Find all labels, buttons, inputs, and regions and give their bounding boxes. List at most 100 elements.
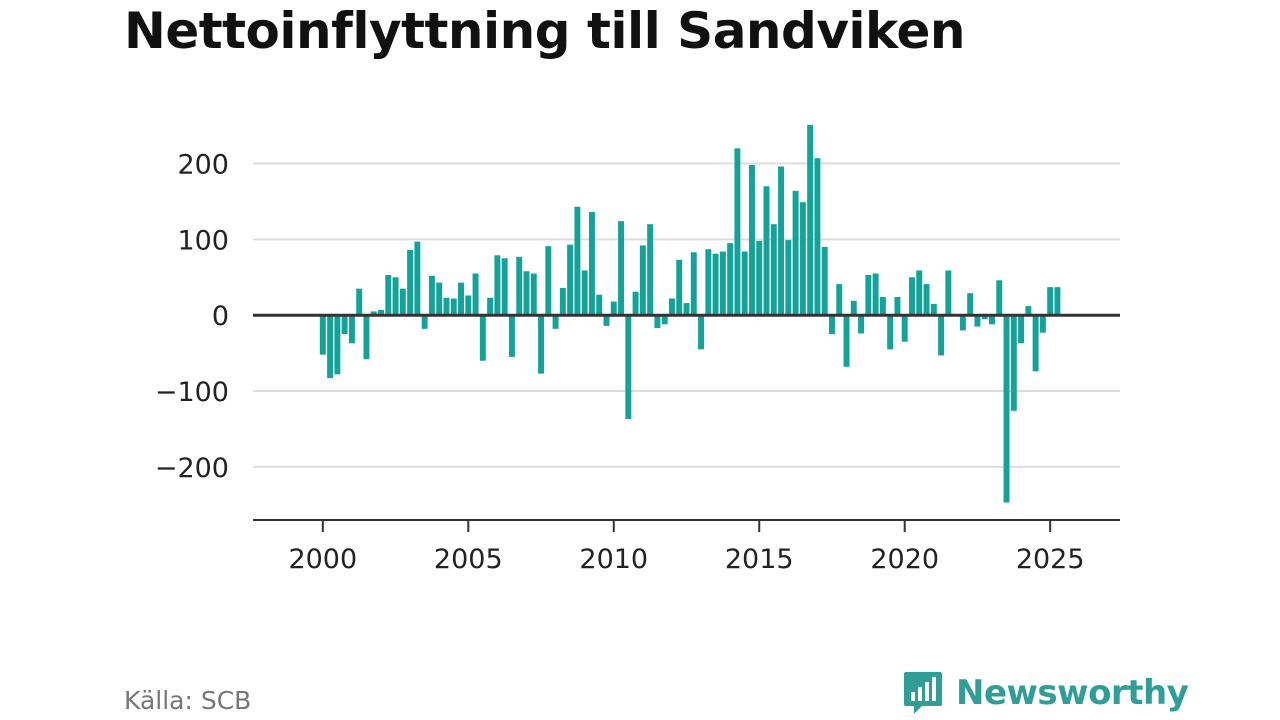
- bar: [916, 270, 923, 316]
- bar: [756, 240, 763, 316]
- bar: [567, 244, 574, 316]
- bar: [1010, 315, 1017, 411]
- brand-name: Newsworthy: [956, 673, 1189, 713]
- bar: [421, 315, 428, 329]
- bar: [603, 315, 610, 326]
- bar: [334, 315, 341, 375]
- bar: [894, 297, 901, 316]
- bar: [378, 309, 384, 316]
- bar: [959, 315, 966, 331]
- bar: [930, 303, 937, 316]
- bar: [734, 148, 741, 316]
- bar: [443, 297, 450, 316]
- bar: [908, 277, 915, 316]
- bar: [727, 243, 734, 316]
- bar: [705, 249, 712, 316]
- bar: [865, 275, 872, 316]
- x-tick-label: 2025: [1016, 544, 1085, 575]
- bar: [574, 206, 581, 316]
- bar: [1025, 306, 1032, 316]
- bar: [392, 277, 399, 316]
- bar: [741, 251, 748, 316]
- x-tick-label: 2015: [725, 544, 794, 575]
- bar: [581, 270, 588, 316]
- bar: [472, 273, 479, 316]
- x-axis-ticks: [321, 520, 1052, 532]
- bar: [385, 275, 392, 316]
- bar: [523, 271, 530, 316]
- bar: [748, 165, 755, 316]
- bar: [356, 288, 363, 316]
- bar: [501, 258, 508, 316]
- bar: [363, 315, 370, 360]
- bar: [945, 270, 952, 316]
- bar: [923, 284, 930, 316]
- bar: [974, 315, 981, 327]
- bar: [479, 315, 486, 361]
- bar: [1018, 315, 1025, 344]
- y-tick-label: 0: [212, 301, 229, 332]
- bar: [428, 275, 435, 316]
- bar: [407, 249, 414, 316]
- bar: [938, 315, 945, 356]
- bar: [632, 291, 639, 316]
- y-tick-label: 200: [177, 150, 229, 181]
- bar: [821, 246, 828, 316]
- bar: [850, 300, 857, 316]
- bar: [807, 124, 814, 316]
- bar: [683, 303, 690, 316]
- bar: [538, 315, 545, 374]
- bar: [778, 166, 785, 316]
- bar: [494, 255, 501, 316]
- bar: [792, 190, 799, 316]
- gridlines: [253, 162, 1120, 468]
- x-axis-labels: 2000 2005 2010 2015 2020 2025: [288, 544, 1084, 575]
- bar: [879, 297, 886, 316]
- bar: [552, 315, 559, 329]
- bar: [981, 315, 988, 319]
- x-tick-label: 2005: [434, 544, 503, 575]
- bar: [348, 315, 355, 344]
- bar: [661, 315, 668, 325]
- bar: [836, 284, 843, 316]
- bar: [698, 315, 705, 350]
- bar: [458, 282, 465, 316]
- bar: [625, 315, 632, 420]
- bar: [690, 252, 697, 316]
- bar: [545, 246, 552, 316]
- bar: [828, 315, 835, 335]
- bar: [647, 224, 654, 316]
- bar: [1054, 287, 1061, 316]
- bar: [668, 298, 675, 316]
- bar: [530, 273, 537, 316]
- bar: [370, 311, 377, 316]
- bar: [1003, 315, 1010, 503]
- y-axis-labels: 200 100 0 −100 −200: [155, 150, 229, 484]
- source-note: Källa: SCB: [124, 686, 252, 715]
- bar: [814, 158, 821, 316]
- bar: [799, 202, 806, 316]
- bar: [596, 294, 603, 316]
- bar: [487, 297, 494, 316]
- bar: [319, 315, 326, 355]
- bar: [901, 315, 908, 342]
- bar: [858, 315, 865, 334]
- bar: [341, 315, 348, 335]
- y-tick-label: −100: [155, 377, 229, 408]
- x-tick-label: 2010: [579, 544, 648, 575]
- bar: [770, 224, 777, 316]
- y-tick-label: −200: [155, 453, 229, 484]
- bar: [639, 245, 646, 316]
- bar: [1047, 287, 1054, 316]
- bar: [559, 287, 566, 316]
- bar: [654, 315, 661, 329]
- bar: [1032, 315, 1039, 372]
- y-tick-label: 100: [177, 225, 229, 256]
- bar: [967, 293, 974, 316]
- bar: [989, 315, 995, 325]
- x-tick-label: 2020: [870, 544, 939, 575]
- bar: [719, 251, 726, 316]
- bar: [508, 315, 515, 357]
- bar: [763, 186, 770, 316]
